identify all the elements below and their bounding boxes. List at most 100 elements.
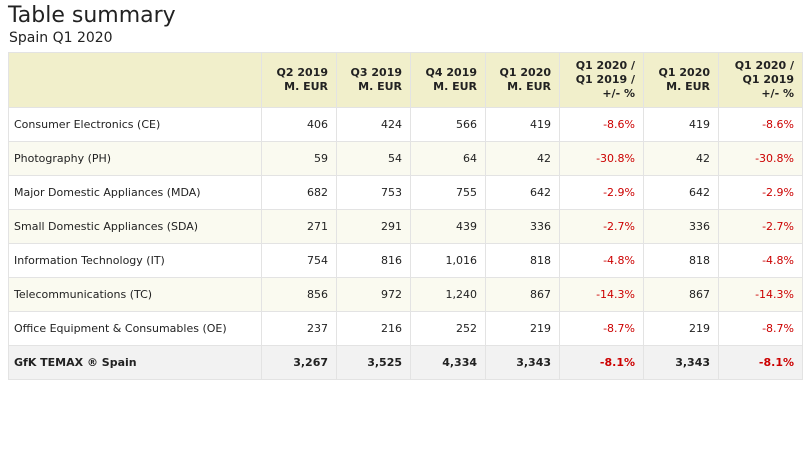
row-label: Information Technology (IT)	[8, 243, 262, 278]
column-header: Q1 2020 /Q1 2019 /+/- %	[559, 52, 644, 108]
table-cell: 419	[643, 107, 719, 142]
column-header-line: M. EUR	[666, 80, 710, 93]
column-header-line: Q1 2019	[742, 73, 794, 86]
table-cell: 867	[485, 277, 560, 312]
table-cell: 291	[336, 209, 411, 244]
table-cell: -2.7%	[718, 209, 803, 244]
column-header-line: Q4 2019	[425, 66, 477, 79]
table-cell: 755	[410, 175, 486, 210]
column-header: Q1 2020 M. EUR	[485, 52, 560, 108]
table-cell: 754	[261, 243, 337, 278]
table-cell: -30.8%	[559, 141, 644, 176]
table-cell: -14.3%	[559, 277, 644, 312]
table-cell: -8.1%	[718, 345, 803, 380]
table-cell: 3,343	[485, 345, 560, 380]
table-row: GfK TEMAX ® Spain 3,267 3,525 4,334 3,343 -8.…	[8, 345, 803, 380]
table-cell: 419	[485, 107, 560, 142]
table-row: Small Domestic Appliances (SDA) 271 291 439…	[8, 209, 803, 244]
page-subtitle: Spain Q1 2020	[9, 30, 113, 46]
table-cell: -8.6%	[718, 107, 803, 142]
column-header-line: +/- %	[761, 87, 794, 100]
table-cell: 1,016	[410, 243, 486, 278]
table-cell: 4,334	[410, 345, 486, 380]
table-cell: 424	[336, 107, 411, 142]
table-cell: 216	[336, 311, 411, 346]
table-cell: 642	[643, 175, 719, 210]
table-row: Consumer Electronics (CE) 406 424 566 419 -8.…	[8, 107, 803, 142]
table-row: Photography (PH) 59 54 64 42 -30.8% 42 -30.8%	[8, 141, 803, 176]
table-cell: -2.9%	[559, 175, 644, 210]
column-header: Q4 2019 M. EUR	[410, 52, 486, 108]
table-cell: 219	[643, 311, 719, 346]
table-cell: 219	[485, 311, 560, 346]
row-label: Office Equipment & Consumables (OE)	[8, 311, 262, 346]
table-cell: 439	[410, 209, 486, 244]
table-cell: 753	[336, 175, 411, 210]
table-cell: -4.8%	[718, 243, 803, 278]
column-header-line: Q1 2020 /	[575, 59, 635, 72]
column-header-line: Q1 2020	[658, 66, 710, 79]
table-cell: 1,240	[410, 277, 486, 312]
table-cell: 59	[261, 141, 337, 176]
table-cell: -2.7%	[559, 209, 644, 244]
table-cell: 54	[336, 141, 411, 176]
column-header-line: Q1 2020 /	[734, 59, 794, 72]
row-label: Major Domestic Appliances (MDA)	[8, 175, 262, 210]
table-cell: 818	[643, 243, 719, 278]
row-label: Small Domestic Appliances (SDA)	[8, 209, 262, 244]
column-header-line: M. EUR	[284, 80, 328, 93]
table-cell: 642	[485, 175, 560, 210]
page-title: Table summary	[8, 3, 176, 28]
table-cell: 682	[261, 175, 337, 210]
table-row: Major Domestic Appliances (MDA) 682 753 755…	[8, 175, 803, 210]
table-cell: 64	[410, 141, 486, 176]
row-label: Telecommunications (TC)	[8, 277, 262, 312]
row-label: Photography (PH)	[8, 141, 262, 176]
row-label: GfK TEMAX ® Spain	[8, 345, 262, 380]
table-cell: -4.8%	[559, 243, 644, 278]
column-header-line: +/- %	[602, 87, 635, 100]
column-header-line: Q1 2020	[499, 66, 551, 79]
table-cell: 271	[261, 209, 337, 244]
column-header-line: M. EUR	[358, 80, 402, 93]
column-header-line: Q1 2019 /	[575, 73, 635, 86]
table-cell: -8.7%	[718, 311, 803, 346]
column-header-line: Q2 2019	[276, 66, 328, 79]
summary-table: Q2 2019 M. EUR Q3 2019 M. EUR Q4 2019 M. EUR Q…	[8, 52, 803, 380]
table-cell: 406	[261, 107, 337, 142]
table-cell: 252	[410, 311, 486, 346]
table-cell: 3,525	[336, 345, 411, 380]
table-row: Information Technology (IT) 754 816 1,016 81…	[8, 243, 803, 278]
table-cell: 816	[336, 243, 411, 278]
table-cell: 42	[643, 141, 719, 176]
table-cell: 972	[336, 277, 411, 312]
row-label: Consumer Electronics (CE)	[8, 107, 262, 142]
column-header-line: M. EUR	[433, 80, 477, 93]
column-header-line: Q3 2019	[350, 66, 402, 79]
table-cell: -8.7%	[559, 311, 644, 346]
table-cell: 237	[261, 311, 337, 346]
table-cell: 336	[643, 209, 719, 244]
table-cell: 566	[410, 107, 486, 142]
table-row: Office Equipment & Consumables (OE) 237 21…	[8, 311, 803, 346]
column-header: Q3 2019 M. EUR	[336, 52, 411, 108]
table-cell: 3,267	[261, 345, 337, 380]
table-cell: 867	[643, 277, 719, 312]
table-cell: 856	[261, 277, 337, 312]
table-cell: -8.6%	[559, 107, 644, 142]
table-cell: 3,343	[643, 345, 719, 380]
table-cell: -8.1%	[559, 345, 644, 380]
table-cell: 42	[485, 141, 560, 176]
table-cell: -30.8%	[718, 141, 803, 176]
column-header	[8, 52, 262, 108]
column-header: Q1 2020 /Q1 2019 +/- %	[718, 52, 803, 108]
table-row: Telecommunications (TC) 856 972 1,240 867 -14…	[8, 277, 803, 312]
column-header: Q2 2019 M. EUR	[261, 52, 337, 108]
table-cell: 336	[485, 209, 560, 244]
table-cell: 818	[485, 243, 560, 278]
column-header: Q1 2020 M. EUR	[643, 52, 719, 108]
table-cell: -2.9%	[718, 175, 803, 210]
table-body: Consumer Electronics (CE) 406 424 566 419 -8.…	[8, 107, 803, 380]
table-cell: -14.3%	[718, 277, 803, 312]
